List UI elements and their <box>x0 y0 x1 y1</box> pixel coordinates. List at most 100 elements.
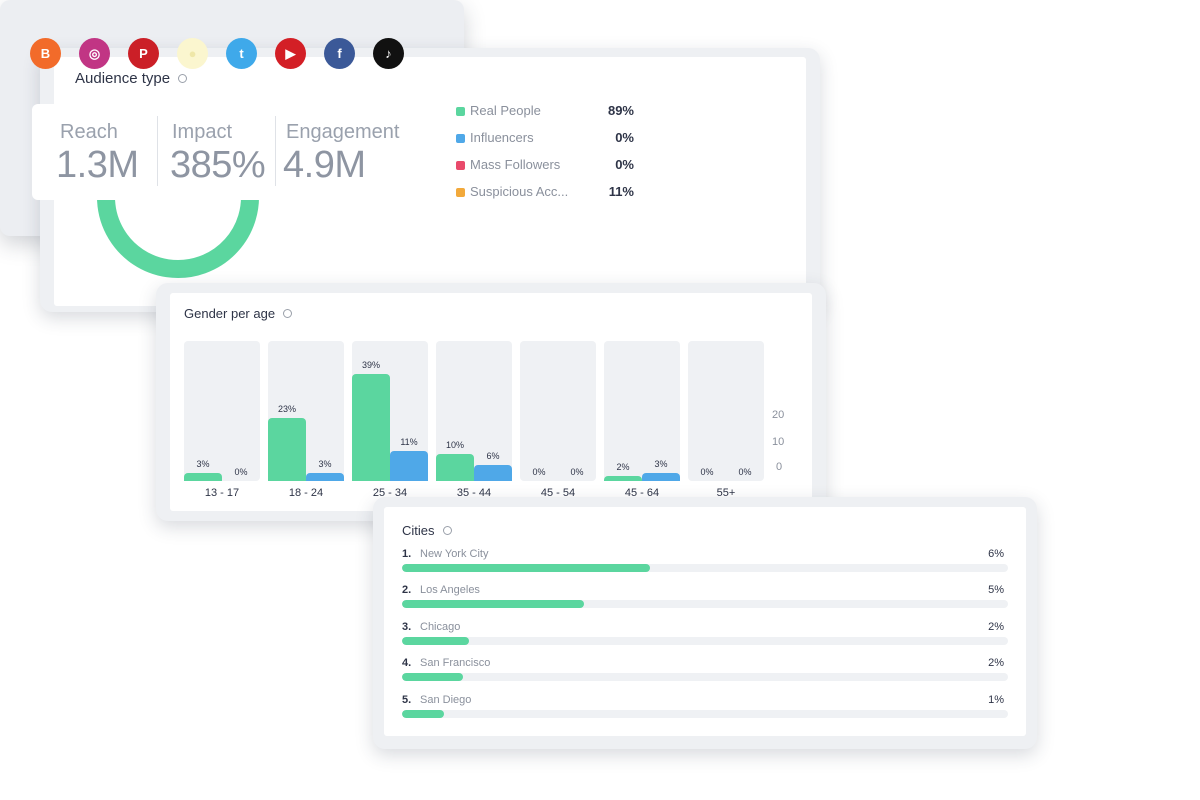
city-progress-track <box>402 709 1008 718</box>
engagement-value: 4.9M <box>283 144 366 186</box>
youtube-icon[interactable]: ▶ <box>275 38 306 69</box>
legend-value: 89% <box>607 103 634 118</box>
cities-title: Cities <box>402 523 452 538</box>
city-percent: 5% <box>988 584 1004 597</box>
legend-value: 11% <box>608 184 634 199</box>
impact-label: Impact <box>172 121 233 143</box>
age-label: 13 - 17 <box>204 487 240 499</box>
blogger-icon[interactable]: B <box>30 38 61 69</box>
gender-bar <box>268 417 306 481</box>
metric-divider <box>157 116 158 186</box>
legend-label: Mass Followers <box>470 157 561 172</box>
bar-value-label: 3% <box>654 458 668 469</box>
city-progress-track <box>402 636 1008 645</box>
bar-value-label: 0% <box>234 467 248 477</box>
bar-value-label: 0% <box>532 467 546 477</box>
city-progress-fill <box>402 600 584 609</box>
legend-swatch <box>456 134 465 143</box>
y-tick: 20 <box>772 409 785 421</box>
city-row: 5. San Diego 1% <box>402 694 1010 726</box>
gender-bar <box>474 464 512 481</box>
city-row: 1. New York City 6% <box>402 548 1010 580</box>
city-row: 3. Chicago 2% <box>402 621 1010 653</box>
reach-value: 1.3M <box>56 144 139 186</box>
legend-label: Influencers <box>470 130 534 145</box>
age-column <box>184 341 260 481</box>
info-icon[interactable] <box>283 309 293 319</box>
bar-value-label: 0% <box>738 467 752 477</box>
city-row: 2. Los Angeles 5% <box>402 584 1010 616</box>
legend-swatch <box>456 161 465 170</box>
audience-title: Audience type <box>75 70 188 87</box>
age-label: 45 - 64 <box>624 487 660 499</box>
city-rank: 4. <box>402 657 412 670</box>
city-progress-fill <box>402 636 469 645</box>
bar-value-label: 0% <box>570 467 584 477</box>
gender-bar <box>306 472 344 481</box>
engagement-label: Engagement <box>286 121 400 143</box>
social-metrics-card: B ◎ P ● t ▶ f ♪ Reach 1.3M Impact 385% Engageme… <box>0 0 464 236</box>
legend-value: 0% <box>615 130 634 145</box>
snapchat-icon[interactable]: ● <box>177 38 208 69</box>
bar-value-label: 10% <box>445 439 464 450</box>
audience-type-card: Audience type Real People 89% Influencer… <box>40 48 820 312</box>
gender-bar <box>604 475 642 481</box>
info-icon[interactable] <box>442 526 452 536</box>
city-percent: 2% <box>988 657 1004 670</box>
bar-value-label: 3% <box>318 458 332 469</box>
bar-value-label: 23% <box>277 403 296 414</box>
bar-value-label: 39% <box>361 359 380 370</box>
bar-value-label: 3% <box>196 458 210 469</box>
city-rank: 2. <box>402 584 412 597</box>
metrics-panel: Reach 1.3M Impact 385% Engagement 4.9M <box>32 104 428 200</box>
pinterest-icon[interactable]: P <box>128 38 159 69</box>
age-column <box>520 341 596 481</box>
city-rank: 1. <box>402 548 412 560</box>
legend-label: Suspicious Acc... <box>470 184 569 199</box>
bar-value-label: 2% <box>616 461 630 472</box>
gender-bar <box>184 472 222 481</box>
reach-label: Reach <box>60 121 118 143</box>
bar-value-label: 0% <box>700 467 714 477</box>
gender-bar <box>436 453 474 481</box>
city-percent: 2% <box>988 620 1004 633</box>
twitter-icon[interactable]: t <box>226 38 257 69</box>
facebook-icon[interactable]: f <box>324 38 355 69</box>
y-tick: 0 <box>776 461 783 473</box>
city-name: Los Angeles <box>420 584 480 597</box>
city-rank: 3. <box>402 620 412 633</box>
gender-title: Gender per age <box>184 306 293 321</box>
y-tick: 10 <box>772 436 785 448</box>
legend-label: Real People <box>470 103 541 118</box>
city-progress-fill <box>402 709 445 718</box>
city-name: San Francisco <box>420 657 491 670</box>
city-name: Chicago <box>420 620 461 633</box>
instagram-icon[interactable]: ◎ <box>79 38 110 69</box>
city-progress-track <box>402 564 1008 572</box>
metric-divider <box>275 116 276 186</box>
bar-value-label: 11% <box>400 436 418 447</box>
city-progress-fill <box>402 564 651 572</box>
age-label: 25 - 34 <box>372 487 408 499</box>
info-icon[interactable] <box>178 73 188 83</box>
tiktok-icon[interactable]: ♪ <box>373 38 404 69</box>
city-rank: 5. <box>402 693 412 706</box>
age-column <box>604 341 680 481</box>
age-label: 35 - 44 <box>456 487 492 499</box>
bar-value-label: 6% <box>486 450 500 461</box>
city-progress-track <box>402 600 1008 609</box>
city-row: 4. San Francisco 2% <box>402 657 1010 689</box>
age-label: 45 - 54 <box>540 487 576 499</box>
cities-card: Cities 1. New York City 6% 2. Los Angeles 5% 3… <box>373 497 1037 749</box>
age-label: 18 - 24 <box>288 487 324 499</box>
city-progress-fill <box>402 673 463 682</box>
city-percent: 6% <box>988 548 1004 560</box>
gender-bar <box>642 472 680 481</box>
city-name: San Diego <box>420 693 472 706</box>
gender-bar <box>390 450 428 481</box>
legend-swatch <box>456 107 465 116</box>
legend-value: 0% <box>615 157 634 172</box>
impact-value: 385% <box>170 144 266 186</box>
city-name: New York City <box>420 548 489 560</box>
city-progress-track <box>402 673 1008 682</box>
